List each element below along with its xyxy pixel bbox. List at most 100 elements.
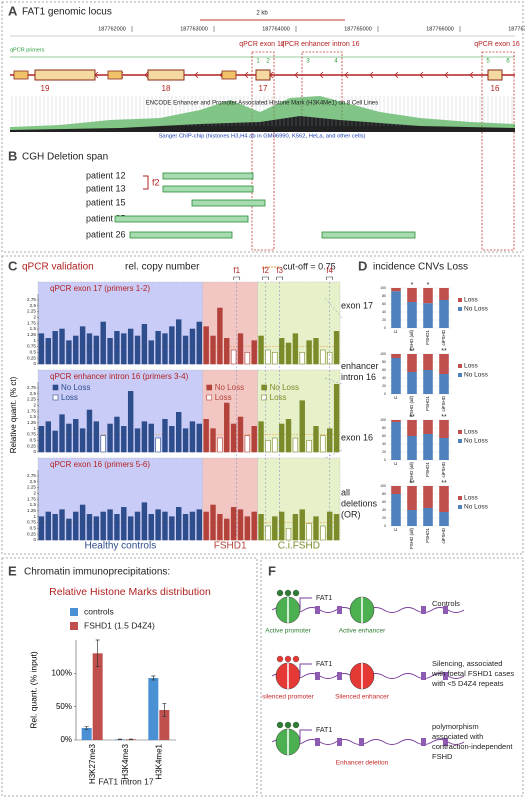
y-tick-label: 60 (382, 500, 386, 504)
group-background (257, 457, 341, 541)
panel-cd-frame (1, 255, 524, 555)
copy-number-bar (121, 507, 127, 541)
copy-number-bar (127, 516, 134, 541)
group-background (257, 369, 341, 453)
category-label: ciFSHD (441, 461, 446, 477)
legend-label: FSHD1 (1.5 D4Z4) (84, 620, 155, 630)
copy-number-bar (141, 421, 148, 453)
promoter-label: Active promoter (265, 628, 311, 635)
copy-number-bar (333, 331, 340, 365)
strand-arrow (369, 71, 374, 79)
description: with <5 D4Z4 repeats (431, 679, 504, 688)
copy-number-bar (155, 509, 161, 541)
copy-number-bar (45, 338, 51, 365)
x-tick-label: H3K4me1 (154, 743, 163, 779)
panel-letter: A (8, 3, 18, 18)
enhancer-label: Enhancer deletion (336, 760, 389, 767)
primer-number: 1 (256, 59, 260, 65)
panel-letter: D (358, 258, 367, 273)
copy-number-bar (251, 340, 257, 365)
primer-number: 5 (486, 59, 490, 65)
dna-block (443, 606, 448, 614)
description: associated with (432, 732, 483, 741)
no-loss-segment (407, 302, 417, 328)
copy-number-bar (169, 426, 175, 453)
y-tick-label: 40 (382, 508, 386, 512)
copy-number-bar (265, 349, 271, 365)
x-axis-label: FAT1 intron 17 (98, 776, 153, 786)
gene-label: FAT1 (316, 727, 332, 734)
no-loss-segment (391, 291, 401, 328)
panel-title: Chromatin immunoprecipitations: (24, 567, 170, 578)
y-tick-label: 50% (56, 702, 72, 711)
copy-number-bar (306, 523, 312, 541)
cutoff-label: cut-off = 0.75 (283, 261, 336, 271)
loss-segment (391, 486, 401, 494)
loss-segment (423, 420, 433, 434)
legend-label: No Loss (61, 383, 90, 392)
copy-number-bar (182, 335, 189, 365)
copy-number-bar (278, 338, 285, 365)
dna-block (421, 606, 426, 614)
loss-segment (391, 288, 401, 292)
loss-segment (407, 354, 417, 372)
copy-number-bar (45, 421, 51, 453)
copy-number-bar (127, 328, 134, 365)
category-label: FSHD1 (425, 462, 430, 477)
loss-segment (439, 486, 449, 512)
legend-label: No Loss (464, 438, 489, 445)
y-tick-label: 1.25 (27, 508, 36, 513)
copy-number-bar (210, 504, 216, 541)
panel-letter: F (268, 563, 276, 578)
patient-label: patient 25 (86, 213, 126, 223)
histone-mark (284, 589, 292, 597)
significance-star: ** (441, 414, 447, 421)
no-loss-segment (439, 300, 449, 328)
dna-block (421, 738, 426, 746)
y-tick-label: 100 (380, 418, 386, 422)
y-tick-label: 1.75 (27, 408, 36, 413)
amplicon-label: qPCR exon 16 (474, 41, 520, 48)
y-tick-label: 2 (33, 315, 36, 320)
chart-title: qPCR exon 17 (primers 1-2) (50, 284, 150, 293)
y-tick-label: 80 (382, 426, 386, 430)
family-bracket (276, 276, 283, 280)
copy-number-bar (258, 421, 264, 453)
y-tick-label: 2.75 (27, 297, 36, 302)
loss-segment (439, 288, 449, 300)
category-label: C (393, 329, 398, 333)
y-tick-label: 1.75 (27, 320, 36, 325)
strand-arrow (469, 71, 474, 79)
copy-number-bar (155, 331, 161, 365)
histone-mark (284, 721, 292, 729)
legend-label: Loss (61, 393, 78, 402)
histone-mark (292, 589, 300, 597)
description: Silencing, associated (432, 659, 502, 668)
legend-label: Loss (270, 393, 287, 402)
y-axis-label: Relative quant. (% ct) (9, 376, 18, 453)
copy-number-bar (217, 514, 223, 541)
category-label: ciFSHD (441, 395, 446, 411)
copy-number-bar (251, 426, 257, 453)
y-tick-label: 100 (380, 352, 386, 356)
copy-number-bar (189, 328, 196, 365)
y-tick-label: 0.5 (30, 350, 37, 355)
dna-block (315, 738, 320, 746)
copy-number-bar (182, 428, 189, 453)
gene-label: FAT1 (316, 595, 332, 602)
family-bracket (233, 276, 241, 280)
row-label: intron 16 (341, 372, 376, 382)
copy-number-bar (278, 511, 285, 541)
copy-number-bar (299, 352, 305, 365)
y-tick-label: 0 (384, 392, 386, 396)
error-bar (95, 639, 100, 668)
copy-number-bar (244, 352, 251, 365)
category-label: FSHD (all) (409, 329, 414, 351)
copy-number-bar (224, 338, 230, 365)
y-tick-label: 2.25 (27, 485, 36, 490)
significance-star: ** (441, 348, 447, 355)
deletion-span (321, 231, 416, 239)
copy-number-bar (134, 428, 141, 453)
copy-number-bar (100, 321, 106, 365)
